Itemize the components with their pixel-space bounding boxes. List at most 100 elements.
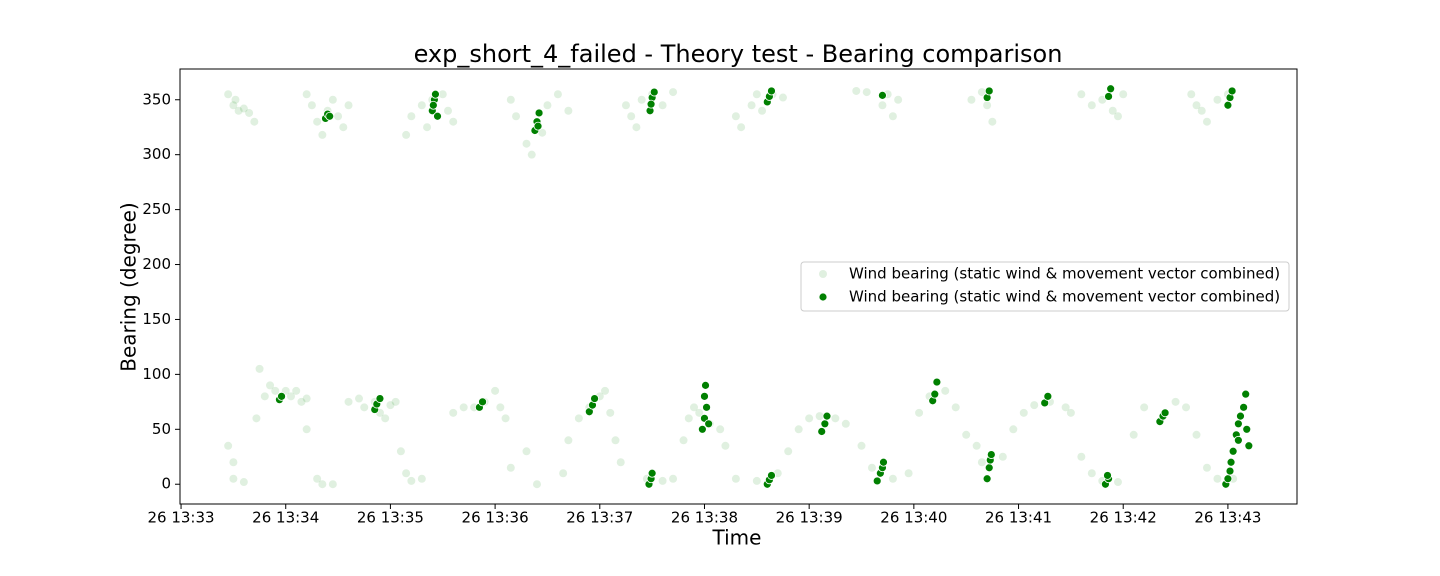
point [784, 447, 793, 456]
point [407, 476, 416, 485]
point [1233, 435, 1243, 445]
chart-title: exp_short_4_failed - Theory test - Beari… [414, 40, 1063, 68]
point [1223, 100, 1233, 110]
point [1228, 446, 1238, 456]
x-tick-label: 26 13:43 [1194, 509, 1261, 527]
y-tick-label: 100 [142, 365, 171, 383]
point [1202, 117, 1211, 126]
point [1108, 106, 1117, 115]
point [611, 436, 620, 445]
point [428, 100, 438, 110]
point [1160, 408, 1170, 418]
point [752, 90, 761, 99]
point [250, 117, 259, 126]
point [983, 101, 992, 110]
point [1225, 466, 1235, 476]
point [522, 447, 531, 456]
point [767, 86, 776, 96]
point [1192, 101, 1201, 110]
point [1233, 419, 1243, 429]
point [433, 111, 442, 121]
point [701, 380, 710, 390]
y-tick-label: 250 [142, 200, 171, 218]
point [669, 88, 678, 97]
point [1087, 101, 1096, 110]
point [1098, 95, 1107, 104]
point [302, 425, 311, 434]
point [325, 111, 335, 121]
point [702, 402, 711, 412]
point [1019, 408, 1028, 417]
point [1113, 478, 1122, 487]
point [1242, 424, 1252, 434]
point [647, 468, 657, 478]
point [1192, 430, 1201, 439]
point [700, 391, 709, 401]
point [574, 414, 583, 423]
point [564, 106, 573, 115]
point [302, 90, 311, 99]
point [231, 95, 240, 104]
point [888, 474, 897, 483]
point [1009, 425, 1018, 434]
point [669, 474, 678, 483]
point [1030, 401, 1039, 410]
point [564, 436, 573, 445]
point [313, 117, 322, 126]
point [984, 463, 994, 473]
point [443, 106, 452, 115]
point [872, 476, 882, 486]
point [553, 90, 562, 99]
point [1140, 403, 1149, 412]
point [1187, 90, 1196, 99]
point [543, 101, 552, 110]
point [1241, 389, 1251, 399]
point [817, 427, 827, 436]
point [297, 397, 306, 406]
point [286, 392, 295, 401]
point [255, 364, 264, 373]
point [822, 411, 832, 421]
point [1043, 391, 1053, 401]
y-tick-label: 0 [161, 475, 171, 493]
point [831, 414, 840, 423]
y-axis-label: Bearing (degree) [117, 202, 141, 371]
point [252, 414, 261, 423]
point [679, 436, 688, 445]
y-tick-label: 150 [142, 310, 171, 328]
point [334, 112, 343, 121]
point [601, 386, 610, 395]
point [224, 90, 233, 99]
point [658, 101, 667, 110]
point [752, 476, 761, 485]
x-tick-label: 26 13:38 [671, 509, 738, 527]
point [988, 117, 997, 126]
point [841, 419, 850, 428]
point [590, 394, 599, 403]
point [1077, 452, 1086, 461]
point [879, 457, 888, 467]
point [417, 474, 426, 483]
point [386, 401, 395, 410]
point [695, 408, 704, 417]
point [1236, 411, 1245, 421]
point [224, 441, 233, 450]
point [815, 412, 824, 421]
point [245, 108, 254, 117]
point [915, 408, 924, 417]
point [632, 123, 641, 132]
point [491, 386, 500, 395]
x-tick-label: 26 13:41 [985, 509, 1052, 527]
point [616, 458, 625, 467]
point [496, 403, 505, 412]
point [1119, 90, 1128, 99]
point [234, 106, 243, 115]
point [731, 474, 740, 483]
point [559, 469, 568, 478]
point [522, 139, 531, 148]
point [867, 463, 876, 472]
point [1104, 92, 1113, 101]
point [857, 441, 866, 450]
point [407, 112, 416, 121]
point [637, 95, 646, 104]
